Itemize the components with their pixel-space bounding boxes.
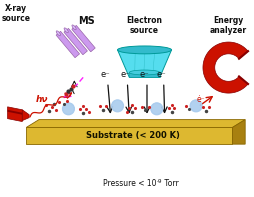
Ellipse shape xyxy=(117,46,171,54)
Polygon shape xyxy=(117,50,171,77)
Polygon shape xyxy=(26,127,231,144)
Text: Electron
source: Electron source xyxy=(126,16,162,35)
Text: Pressure < 10: Pressure < 10 xyxy=(102,179,156,188)
Circle shape xyxy=(150,103,162,115)
Text: X-ray
source: X-ray source xyxy=(2,4,31,23)
Ellipse shape xyxy=(56,31,60,36)
Text: hν: hν xyxy=(36,96,48,104)
Text: Substrate (< 200 K): Substrate (< 200 K) xyxy=(86,131,180,140)
Polygon shape xyxy=(72,25,95,52)
Circle shape xyxy=(111,100,123,112)
Bar xyxy=(129,72,159,77)
Polygon shape xyxy=(22,110,29,121)
Circle shape xyxy=(62,103,74,115)
Polygon shape xyxy=(8,110,22,115)
Ellipse shape xyxy=(64,28,68,33)
Polygon shape xyxy=(64,28,87,55)
Text: MS: MS xyxy=(77,16,94,26)
Text: Energy
analyzer: Energy analyzer xyxy=(209,16,246,35)
Text: e⁻: e⁻ xyxy=(101,70,110,79)
Text: -9: -9 xyxy=(156,179,162,184)
Ellipse shape xyxy=(72,25,76,30)
Polygon shape xyxy=(202,42,247,93)
Text: ė⁻: ė⁻ xyxy=(196,95,204,104)
Text: Torr: Torr xyxy=(161,179,178,188)
Text: e⁻: e⁻ xyxy=(156,70,166,79)
Text: e⁻: e⁻ xyxy=(120,70,130,79)
Polygon shape xyxy=(8,107,22,122)
Ellipse shape xyxy=(129,70,159,75)
Polygon shape xyxy=(26,120,244,127)
Text: e⁻: e⁻ xyxy=(139,70,148,79)
Polygon shape xyxy=(231,120,244,144)
Polygon shape xyxy=(56,31,79,58)
Circle shape xyxy=(189,100,201,112)
